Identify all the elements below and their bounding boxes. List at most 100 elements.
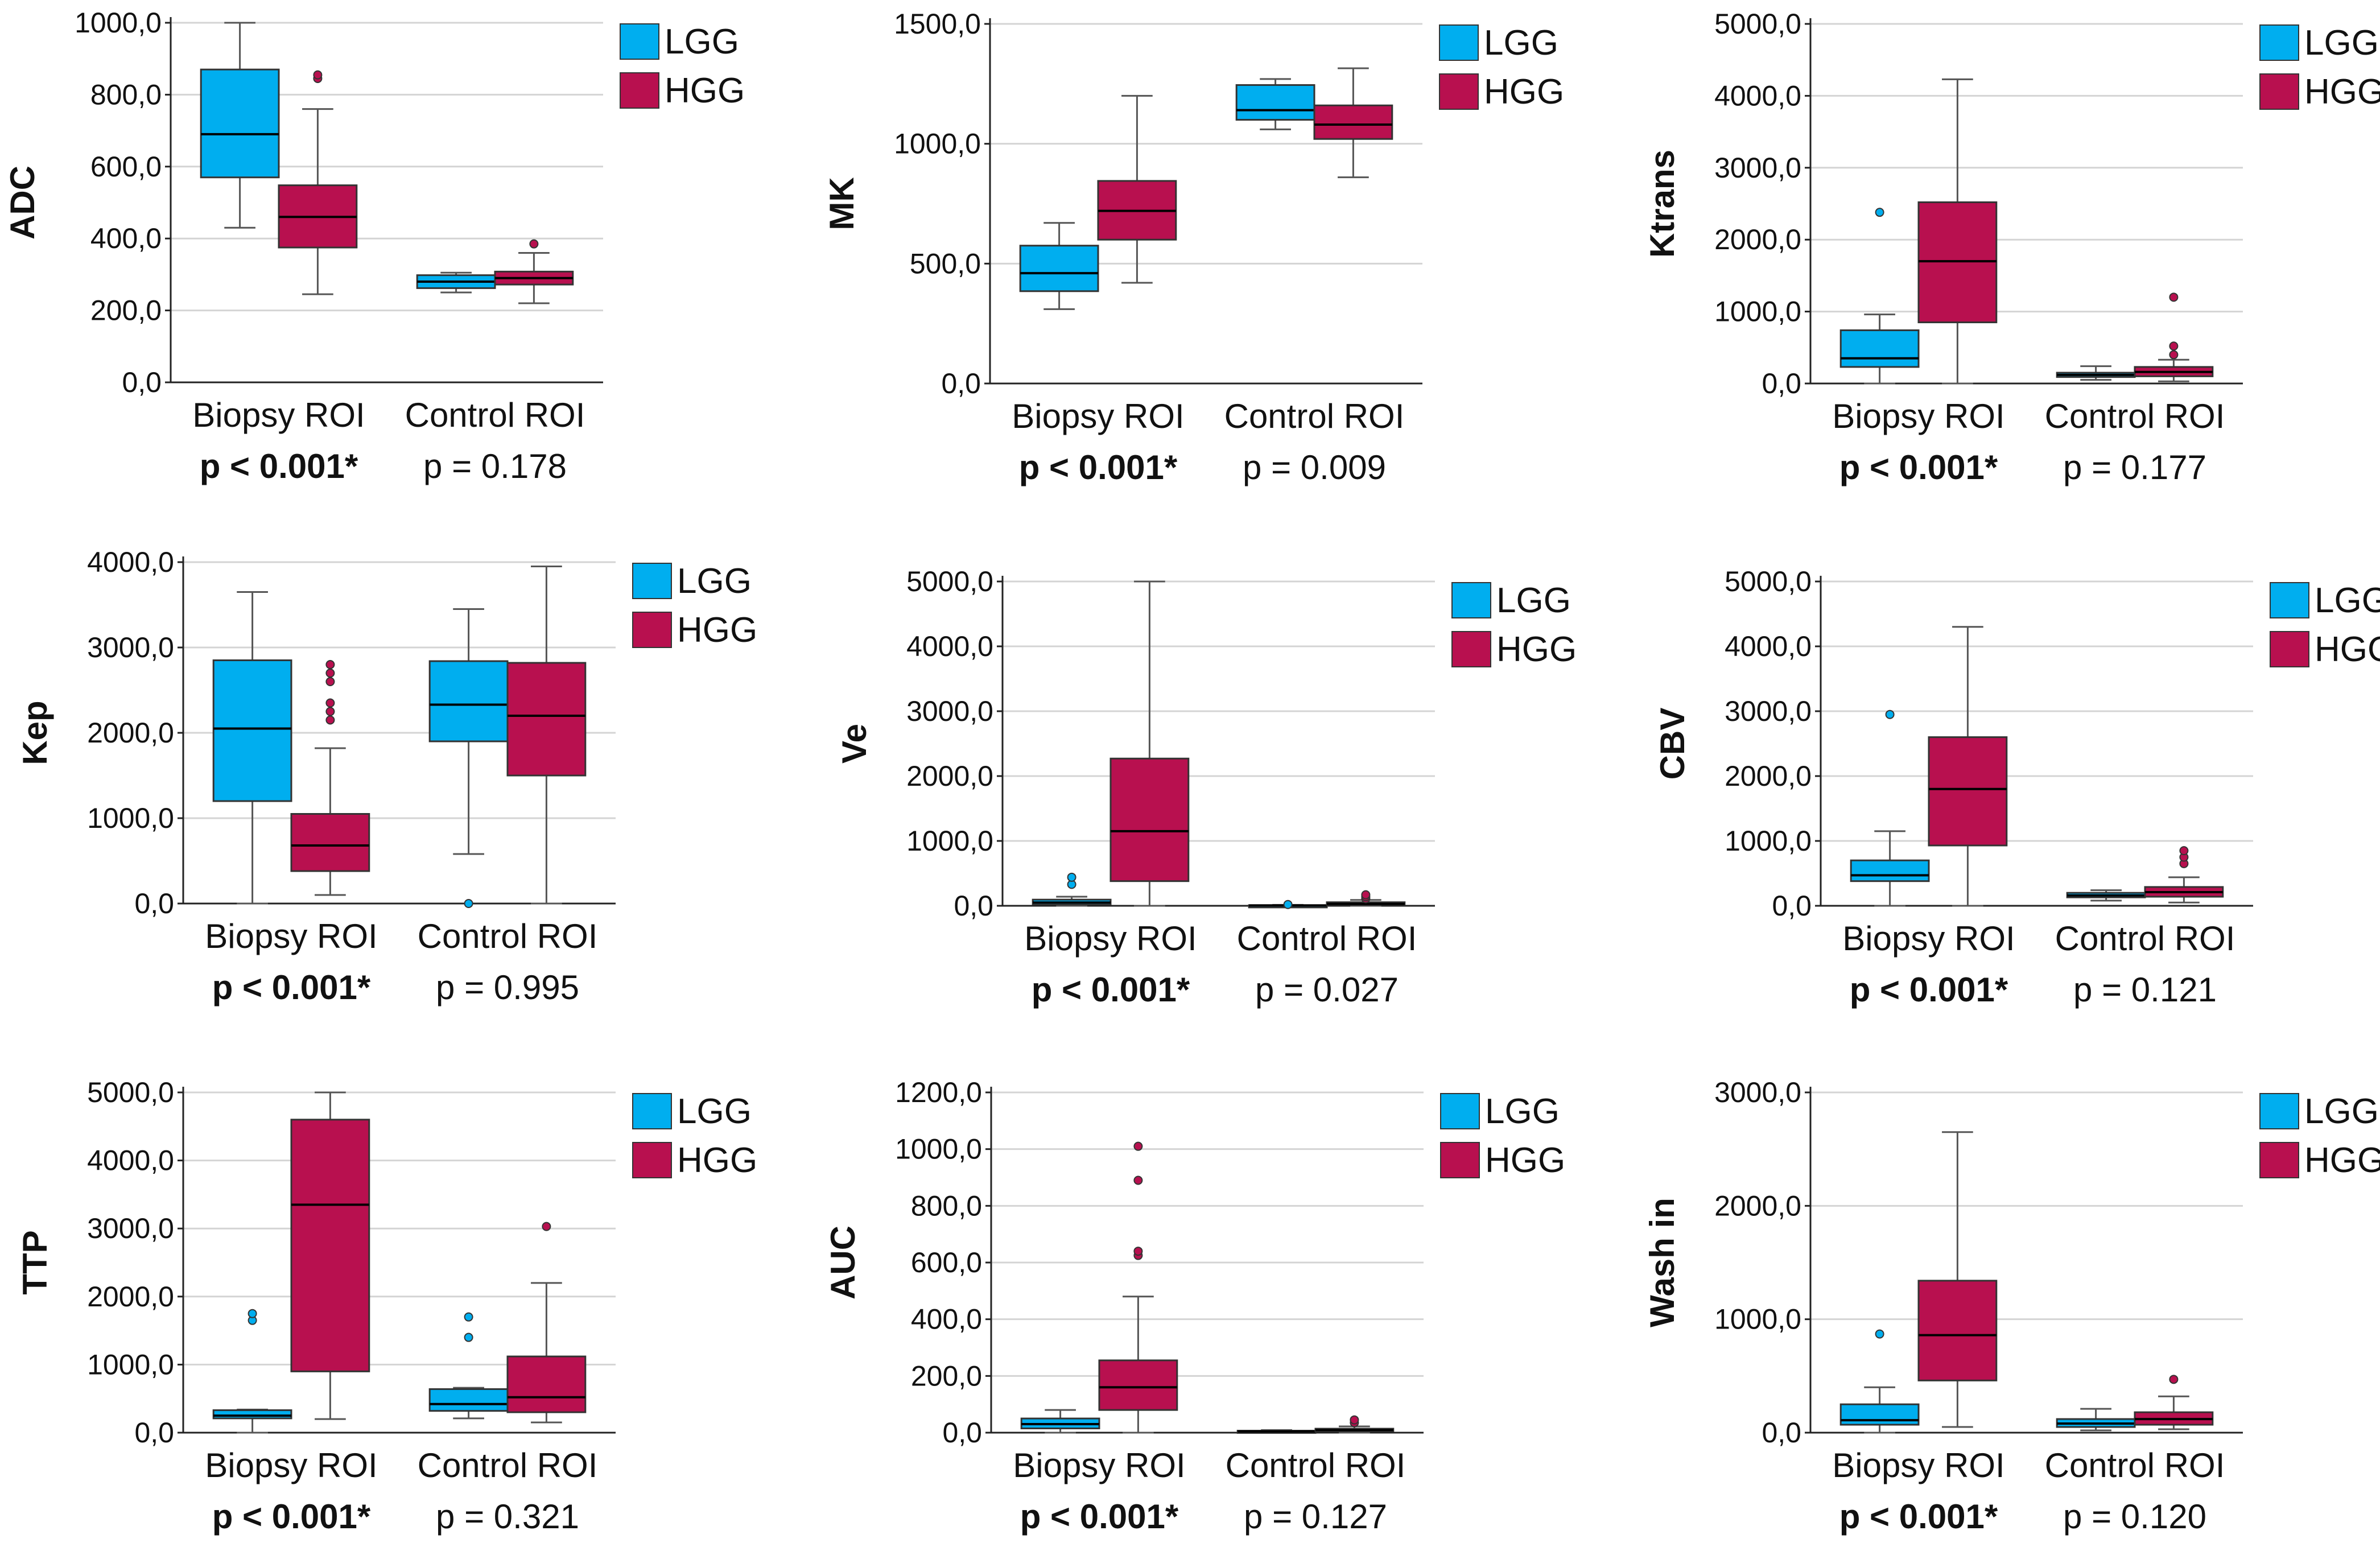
box-hgg-control-roi xyxy=(1313,67,1393,179)
y-tick-label: 3000,0 xyxy=(1725,695,1812,727)
panel-mk: 0,0 500,0 1000,0 1500,0 MK Biopsy ROI p < 0.00… xyxy=(823,8,1564,486)
outlier-point xyxy=(325,698,335,708)
box-body xyxy=(1839,329,1920,368)
outlier-point xyxy=(1133,1141,1143,1151)
y-tick-label: 2000,0 xyxy=(1714,1190,1801,1222)
outlier-point xyxy=(464,1312,473,1322)
legend-label-lgg: LGG xyxy=(1496,581,1571,620)
outlier-point xyxy=(325,707,335,716)
y-tick-label: 4000,0 xyxy=(87,546,174,578)
legend-label-hgg: HGG xyxy=(677,610,757,650)
p-value: p = 0.177 xyxy=(2063,448,2206,486)
box-body xyxy=(428,660,509,742)
box-hgg-control-roi xyxy=(494,239,574,304)
legend-swatch-hgg xyxy=(2259,73,2299,110)
legend-label-lgg: LGG xyxy=(2304,23,2379,63)
y-axis-label: AUC xyxy=(824,1226,862,1300)
box-body xyxy=(290,1119,370,1372)
category-label: Biopsy ROI xyxy=(1832,1446,2004,1484)
y-tick-label: 4000,0 xyxy=(906,630,993,662)
legend-swatch-hgg xyxy=(2270,631,2309,667)
p-value: p = 0.120 xyxy=(2063,1498,2206,1536)
panel-ttp: 0,0 1000,0 2000,0 3000,0 4000,0 5000,0 TTP Biop… xyxy=(16,1076,757,1536)
p-value: p < 0.001* xyxy=(1032,971,1190,1009)
y-tick-label: 400,0 xyxy=(90,222,162,254)
box-hgg-control-roi xyxy=(1314,1415,1395,1434)
outlier-point xyxy=(1875,208,1884,217)
category-label: Biopsy ROI xyxy=(192,396,365,434)
panel-ktrans: 0,0 1000,0 2000,0 3000,0 4000,0 5000,0 Ktrans B… xyxy=(1643,8,2380,486)
outlier-point xyxy=(529,239,539,249)
box-body xyxy=(1928,736,2008,847)
y-tick-label: 0,0 xyxy=(1762,368,1801,399)
box-body xyxy=(506,662,587,777)
outlier-point xyxy=(2169,1375,2179,1384)
legend-label-hgg: HGG xyxy=(2304,72,2380,112)
p-value: p < 0.001* xyxy=(1839,1498,1998,1536)
category-label: Control ROI xyxy=(2055,919,2235,958)
outlier-point xyxy=(1875,1329,1884,1339)
category-label: Control ROI xyxy=(2045,1446,2225,1484)
y-tick-label: 1000,0 xyxy=(1714,1304,1801,1335)
y-tick-label: 0,0 xyxy=(134,1417,174,1449)
box-body xyxy=(1235,84,1315,121)
category-label: Control ROI xyxy=(2045,397,2225,435)
box-body xyxy=(1109,757,1190,882)
legend-swatch-hgg xyxy=(620,72,659,109)
box-lgg-biopsy-roi xyxy=(1839,1329,1920,1434)
outlier-point xyxy=(1067,872,1076,882)
y-tick-label: 400,0 xyxy=(911,1304,982,1335)
outlier-point xyxy=(1350,1415,1359,1425)
p-value: p = 0.995 xyxy=(436,968,579,1006)
category-label: Biopsy ROI xyxy=(205,1446,377,1484)
panel-kep: 0,0 1000,0 2000,0 3000,0 4000,0 Kep Biopsy ROI… xyxy=(16,546,757,1006)
y-axis-label: Wash in xyxy=(1643,1198,1681,1327)
box-hgg-biopsy-roi xyxy=(278,70,358,295)
p-value: p = 0.178 xyxy=(423,447,567,485)
y-tick-label: 600,0 xyxy=(90,151,162,183)
legend-swatch-hgg xyxy=(632,1142,672,1178)
outlier-point xyxy=(2169,350,2179,360)
box-lgg-control-roi xyxy=(1236,1429,1317,1434)
outlier-point xyxy=(2179,846,2189,856)
category-label: Control ROI xyxy=(1224,397,1405,435)
p-value: p < 0.001* xyxy=(1850,971,2008,1009)
outlier-point xyxy=(464,1333,473,1342)
box-body xyxy=(212,659,292,802)
legend-swatch-hgg xyxy=(1439,73,1479,110)
y-tick-label: 3000,0 xyxy=(1714,152,1801,184)
box-hgg-biopsy-roi xyxy=(290,660,370,896)
box-lgg-biopsy-roi xyxy=(1020,1409,1100,1434)
y-tick-label: 1000,0 xyxy=(87,802,174,834)
category-label: Control ROI xyxy=(418,1446,598,1484)
y-tick-label: 0,0 xyxy=(122,366,162,398)
legend-label-hgg: HGG xyxy=(1496,630,1577,669)
box-lgg-control-roi xyxy=(2056,365,2136,381)
legend-swatch-lgg xyxy=(2259,1093,2299,1129)
y-tick-label: 3000,0 xyxy=(906,695,993,727)
y-axis-label: MK xyxy=(823,177,861,230)
box-lgg-biopsy-roi xyxy=(200,22,280,229)
legend-label-hgg: HGG xyxy=(677,1141,757,1180)
panel-cbv: 0,0 1000,0 2000,0 3000,0 4000,0 5000,0 CBV Biop… xyxy=(1653,566,2380,1009)
box-body xyxy=(1019,245,1099,292)
legend-swatch-lgg xyxy=(620,23,659,60)
legend-swatch-lgg xyxy=(1440,1093,1480,1129)
box-lgg-biopsy-roi xyxy=(212,1309,292,1434)
panel-adc: 0,0 200,0 400,0 600,0 800,0 1000,0 ADC Biopsy R… xyxy=(3,7,745,485)
p-value: p < 0.001* xyxy=(212,1498,371,1536)
y-tick-label: 200,0 xyxy=(911,1360,982,1392)
category-label: Control ROI xyxy=(1226,1446,1406,1484)
p-value: p = 0.027 xyxy=(1255,971,1399,1009)
legend-label-lgg: LGG xyxy=(2304,1092,2379,1131)
y-tick-label: 0,0 xyxy=(134,888,174,919)
outlier-point xyxy=(248,1309,257,1318)
outlier-point xyxy=(1361,890,1371,900)
y-tick-label: 5000,0 xyxy=(1714,8,1801,40)
outlier-point xyxy=(313,70,323,80)
y-tick-label: 1500,0 xyxy=(894,8,981,40)
category-label: Biopsy ROI xyxy=(1024,919,1197,958)
y-tick-label: 2000,0 xyxy=(906,760,993,792)
y-tick-label: 5000,0 xyxy=(87,1076,174,1108)
